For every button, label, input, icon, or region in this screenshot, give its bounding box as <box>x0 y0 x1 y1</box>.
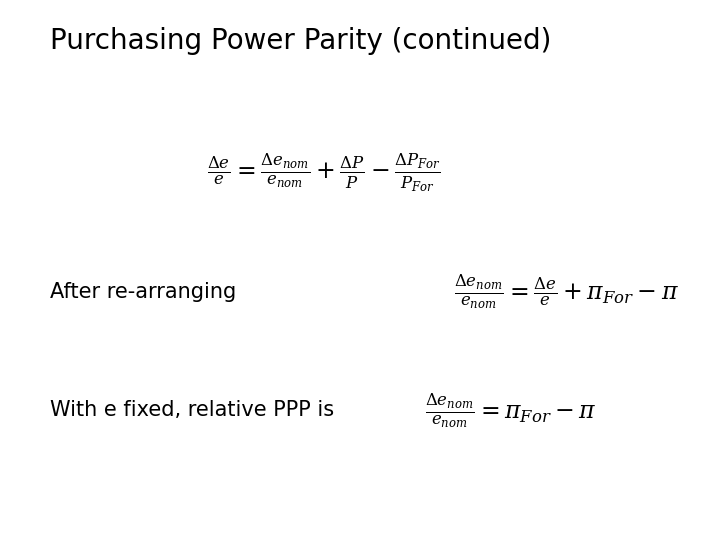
Text: After re-arranging: After re-arranging <box>50 281 237 302</box>
Text: $\frac{\Delta e_{nom}}{e_{nom}} = \frac{\Delta e}{e} + \pi_{For} - \pi$: $\frac{\Delta e_{nom}}{e_{nom}} = \frac{… <box>454 272 678 311</box>
Text: $\frac{\Delta e_{nom}}{e_{nom}} = \pi_{For} - \pi$: $\frac{\Delta e_{nom}}{e_{nom}} = \pi_{F… <box>425 391 596 430</box>
Text: $\frac{\Delta e}{e} = \frac{\Delta e_{nom}}{e_{nom}} + \frac{\Delta P}{P} - \fra: $\frac{\Delta e}{e} = \frac{\Delta e_{no… <box>207 152 441 194</box>
Text: Purchasing Power Parity (continued): Purchasing Power Parity (continued) <box>50 27 552 55</box>
Text: With e fixed, relative PPP is: With e fixed, relative PPP is <box>50 400 335 421</box>
